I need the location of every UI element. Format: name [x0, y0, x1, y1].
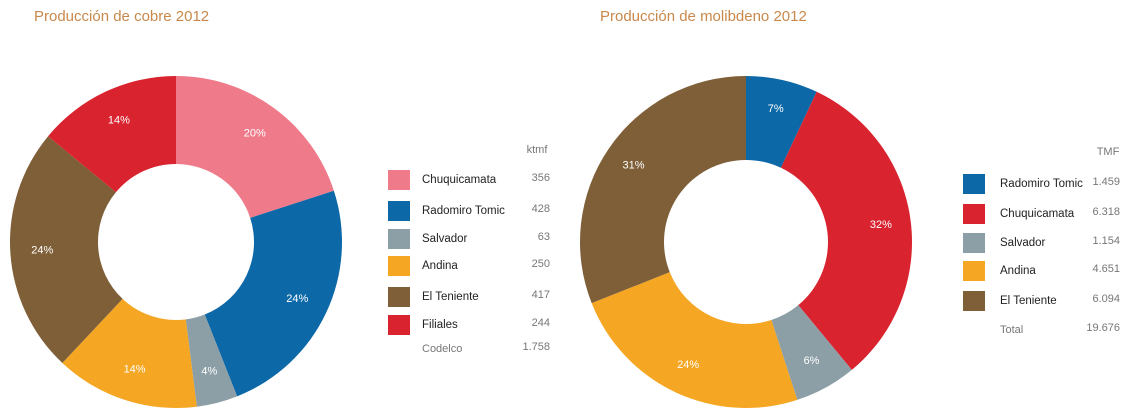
donut-slice — [185, 314, 238, 407]
amount: 6.318 — [1092, 206, 1120, 218]
legend-swatch — [388, 229, 410, 249]
legend-swatch — [388, 170, 410, 190]
total-label: Codelco — [422, 343, 462, 355]
unit-header: ktmf — [527, 144, 549, 156]
donut-slice — [176, 76, 334, 218]
donut-slice — [10, 136, 123, 364]
amount: 428 — [532, 203, 550, 215]
donut-slice — [48, 76, 176, 193]
donut-slice — [591, 272, 798, 408]
unit-header: TMF — [1097, 146, 1120, 158]
legend-swatch — [963, 291, 985, 311]
legend-swatch — [388, 287, 410, 307]
amount: 250 — [532, 258, 550, 270]
legend-label: El Teniente — [422, 291, 479, 303]
legend-swatch — [963, 204, 985, 224]
slice-label: 24% — [31, 244, 53, 256]
slice-label: 31% — [623, 159, 645, 171]
amount: 4.651 — [1092, 263, 1120, 275]
legend-label: Salvador — [422, 233, 468, 245]
legend-swatch — [963, 261, 985, 281]
legend-label: Filiales — [422, 319, 458, 331]
legend-label: Chuquicamata — [422, 174, 497, 186]
total-value: 19.676 — [1086, 322, 1120, 334]
slice-label: 14% — [108, 115, 130, 127]
donut-slice — [579, 76, 746, 304]
amount: 1.154 — [1092, 235, 1120, 247]
slice-label: 32% — [870, 219, 892, 231]
slice-label: 14% — [124, 363, 146, 375]
legend-swatch — [388, 315, 410, 335]
donut-slice — [771, 305, 852, 400]
slice-label: 6% — [804, 355, 820, 367]
total-label: Total — [1000, 324, 1023, 336]
total-value: 1.758 — [522, 341, 550, 353]
slice-label: 4% — [201, 366, 217, 378]
legend-swatch — [963, 233, 985, 253]
legend-swatch — [388, 201, 410, 221]
amount: 1.459 — [1092, 176, 1120, 188]
legend-label: Radomiro Tomic — [1000, 178, 1083, 190]
donut-slice — [204, 190, 343, 397]
slice-label: 20% — [244, 127, 266, 139]
chart-title: Producción de cobre 2012 — [34, 8, 209, 25]
donut-slice — [780, 91, 913, 370]
amount: 6.094 — [1092, 293, 1120, 305]
amount: 356 — [532, 172, 550, 184]
legend-label: Andina — [422, 260, 458, 272]
donut-slice — [62, 298, 197, 408]
amount: 417 — [532, 289, 550, 301]
chart-title: Producción de molibdeno 2012 — [600, 8, 807, 25]
legend-swatch — [388, 256, 410, 276]
legend-swatch — [963, 174, 985, 194]
amount: 244 — [532, 317, 550, 329]
legend-label: Andina — [1000, 265, 1036, 277]
donut-slice — [746, 76, 817, 168]
amount: 63 — [538, 231, 550, 243]
legend-label: Chuquicamata — [1000, 208, 1075, 220]
slice-label: 24% — [286, 293, 308, 305]
legend-label: El Teniente — [1000, 295, 1057, 307]
legend-label: Radomiro Tomic — [422, 205, 505, 217]
slice-label: 7% — [768, 103, 784, 115]
legend-label: Salvador — [1000, 237, 1046, 249]
slice-label: 24% — [677, 359, 699, 371]
